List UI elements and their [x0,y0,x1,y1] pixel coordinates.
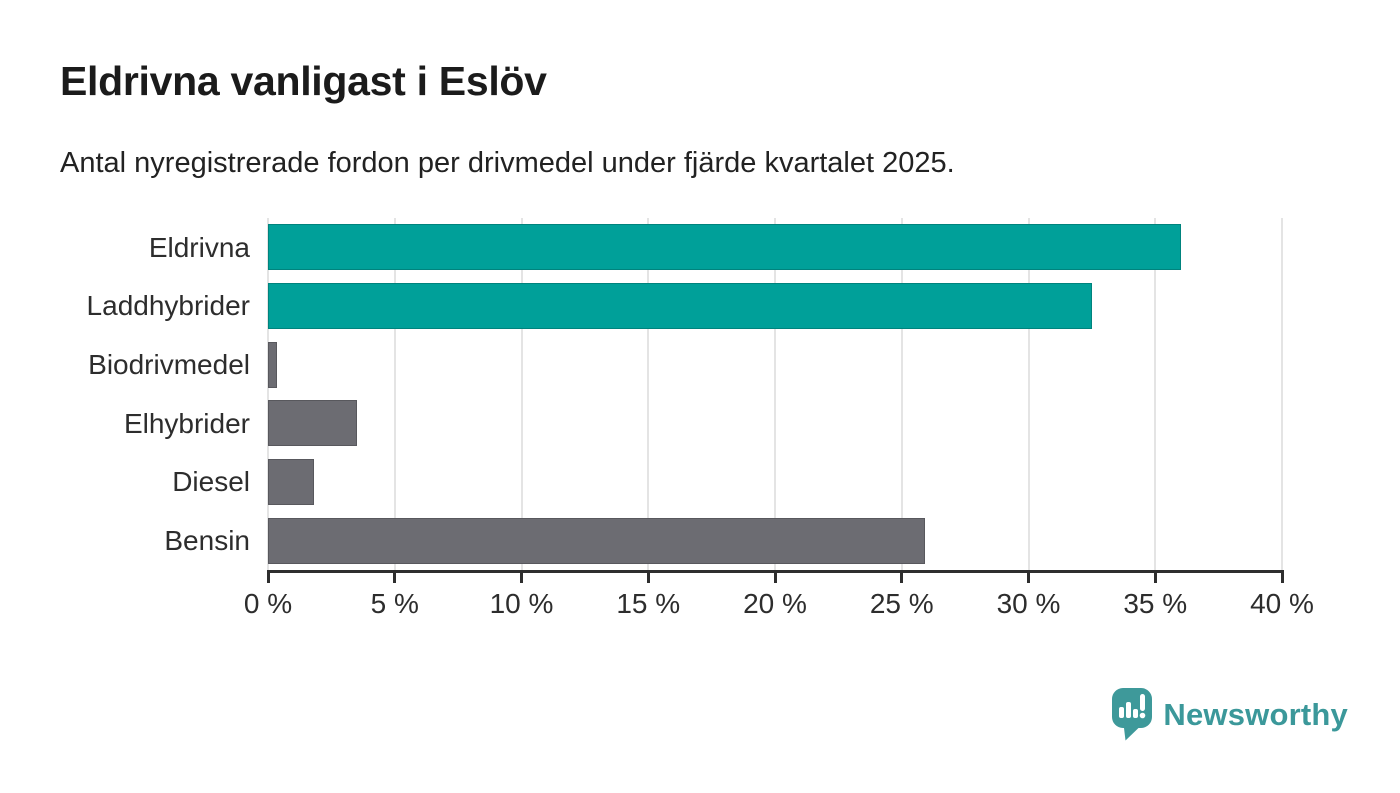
bar-eldrivna [268,224,1181,271]
bar-bensin [268,517,925,564]
axis-tick-label: 25 % [869,588,934,619]
axis-tick [1153,570,1157,583]
axis-tick [393,570,397,583]
newsworthy-logo: Newsworthy [1110,686,1348,743]
grid-line [1027,218,1030,570]
chart-title: Eldrivna vanligast i Eslöv [60,58,547,104]
axis-tick [1027,570,1030,583]
category-label: Eldrivna [148,231,250,263]
axis-tick-label: 15 % [616,588,681,619]
grid-line [647,218,650,570]
grid-line [393,218,396,570]
axis-tick [266,570,270,583]
grid-line [520,218,523,570]
axis-tick-label: 20 % [743,588,807,619]
grid-line [1154,218,1157,570]
plot-area: Eldrivna Laddhybrider Biodrivmedel Elhybrid… [87,218,1314,619]
bar-laddhybrider [268,283,1092,329]
bar-elhybrider [268,400,357,447]
chart-subtitle: Antal nyregistrerade fordon per drivmede… [60,147,955,179]
axis-tick-label: 40 % [1250,588,1314,619]
category-label: Biodrivmedel [88,348,250,380]
axis-tick [646,570,650,583]
category-label: Bensin [164,524,250,556]
axis-tick [520,570,523,583]
axis-tick-label: 5 % [370,588,419,619]
bar-diesel [268,459,314,505]
logo-exclamation-stroke [1140,694,1146,711]
axis-tick-label: 30 % [996,588,1061,619]
grid-line [774,218,776,570]
axis-tick [900,570,904,583]
logo-exclamation-dot [1140,712,1146,719]
axis-tick [773,570,777,583]
bar-biodrivmedel [268,341,277,388]
category-label: Elhybrider [123,407,250,439]
newsworthy-logo-icon [1112,688,1153,741]
axis-tick-label: 0 % [243,588,293,619]
newsworthy-logo-text: Newsworthy [1163,696,1348,732]
logo-bar-3 [1133,709,1139,718]
category-label: Diesel [172,466,250,498]
axis-tick-label: 10 % [489,588,554,619]
category-label: Laddhybrider [86,290,250,322]
logo-bar-1 [1119,707,1125,718]
axis-tick [1280,570,1284,583]
grid-line [1281,218,1283,570]
grid-line [267,218,269,570]
grid-line [900,218,903,570]
logo-bar-2 [1126,702,1132,718]
axis-tick-label: 35 % [1123,588,1188,619]
